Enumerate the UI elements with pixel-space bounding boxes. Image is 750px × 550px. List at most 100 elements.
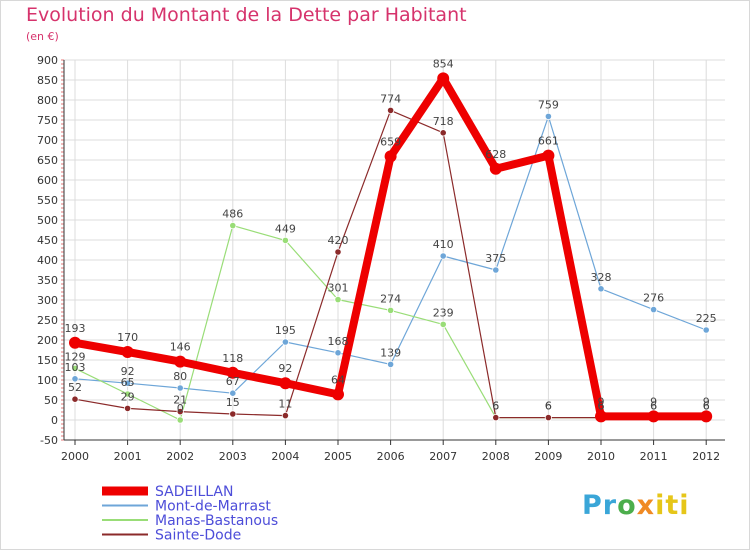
data-point (492, 413, 500, 422)
x-tick-label: 2001 (114, 450, 142, 463)
data-label: 659 (380, 135, 401, 148)
data-label: 239 (433, 306, 454, 319)
data-label: 129 (65, 350, 86, 363)
y-tick-label: 250 (37, 314, 58, 327)
data-point (386, 106, 395, 115)
logo-part-3: x (636, 490, 656, 521)
data-label: 6 (703, 400, 710, 413)
data-point (595, 410, 607, 423)
data-point (437, 72, 450, 85)
data-label: 146 (170, 341, 191, 354)
data-label: 9 (650, 395, 657, 408)
data-point (229, 389, 237, 397)
legend-label: Sainte-Dode (155, 528, 241, 544)
data-label: 6 (703, 400, 710, 413)
data-point (384, 150, 397, 163)
data-label: 9 (703, 395, 710, 408)
data-point (174, 355, 187, 368)
data-label: 11 (278, 398, 292, 411)
data-label: 274 (380, 292, 401, 305)
y-tick-label: 800 (37, 94, 58, 107)
data-label: 375 (485, 252, 506, 265)
y-tick-label: 900 (37, 54, 58, 67)
data-label: 301 (328, 282, 349, 295)
data-point (229, 410, 237, 418)
y-tick-label: 300 (37, 294, 58, 307)
y-tick-label: -50 (40, 434, 58, 447)
data-label: 139 (380, 346, 401, 359)
data-point (492, 266, 500, 274)
data-label: 64 (331, 373, 345, 386)
data-label: 486 (222, 208, 243, 221)
data-label: 65 (121, 376, 135, 389)
y-tick-label: 50 (44, 394, 58, 407)
grid-lines (64, 59, 725, 441)
data-label: 6 (492, 400, 499, 413)
y-tick-label: 700 (37, 134, 58, 147)
data-label: 21 (173, 394, 187, 407)
x-tick-label: 2008 (482, 450, 510, 463)
y-tick-label: 400 (37, 254, 58, 267)
y-tick-label: 550 (37, 194, 58, 207)
y-tick-label: 450 (37, 234, 58, 247)
data-label: 276 (643, 292, 664, 305)
data-point (544, 112, 553, 121)
logo-part-1: Pr (582, 490, 618, 521)
data-label: 410 (433, 238, 454, 251)
data-point (124, 379, 132, 387)
data-point (124, 404, 132, 412)
data-point (176, 384, 184, 392)
data-label: 6 (598, 400, 605, 413)
axes (61, 59, 725, 445)
y-tick-label: 150 (37, 354, 58, 367)
data-point (649, 305, 658, 314)
data-label: 225 (696, 312, 717, 325)
data-label: 67 (226, 375, 240, 388)
series-group (69, 72, 713, 424)
data-label: 6 (598, 400, 605, 413)
y-tick-label: 500 (37, 214, 58, 227)
data-point (489, 162, 502, 175)
data-label: 9 (598, 395, 605, 408)
data-label: 6 (545, 400, 552, 413)
data-label: 170 (117, 331, 138, 344)
y-tick-label: 200 (37, 334, 58, 347)
data-point (71, 364, 79, 372)
x-tick-label: 2004 (271, 450, 299, 463)
data-label: 168 (328, 335, 349, 348)
data-point (439, 252, 447, 260)
data-point (229, 222, 237, 230)
x-tick-label: 2012 (692, 450, 720, 463)
y-tick-label: 600 (37, 174, 58, 187)
y-tick-label: 350 (37, 274, 58, 287)
data-label: 0 (177, 402, 184, 415)
data-point (124, 390, 132, 398)
data-label: 195 (275, 324, 296, 337)
data-point (71, 395, 79, 403)
data-label: 15 (226, 396, 240, 409)
x-tick-label: 2002 (166, 450, 194, 463)
y-tick-label: 850 (37, 74, 58, 87)
x-tick-label: 2011 (640, 450, 668, 463)
data-label: 661 (538, 135, 559, 148)
x-tick-label: 2006 (377, 450, 405, 463)
data-point (334, 349, 342, 357)
legend-label: Mont-de-Marrast (155, 499, 271, 515)
x-tick-label: 2007 (429, 450, 457, 463)
data-label: 328 (591, 271, 612, 284)
y-tick-label: 100 (37, 374, 58, 387)
data-label: 6 (650, 400, 657, 413)
chart-title: Evolution du Montant de la Dette par Hab… (26, 4, 467, 26)
x-tick-label: 2009 (534, 450, 562, 463)
data-point (281, 236, 289, 244)
data-point (176, 407, 184, 416)
data-point (226, 366, 239, 379)
data-point (702, 326, 710, 334)
data-label: 6 (545, 400, 552, 413)
logo-part-4: iti (655, 490, 690, 521)
chart-subtitle: (en €) (26, 30, 59, 43)
legend: SADEILLANMont-de-MarrastManas-BastanousS… (102, 484, 278, 544)
data-label: 29 (121, 390, 135, 403)
data-label: 92 (121, 365, 135, 378)
